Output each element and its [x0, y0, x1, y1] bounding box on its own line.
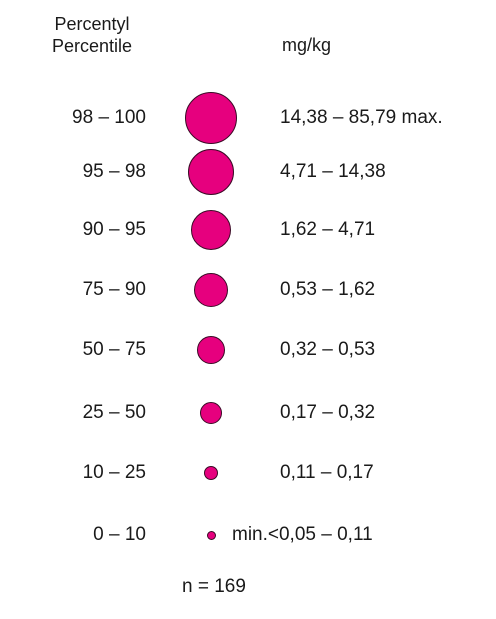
concentration-range: 14,38 – 85,79 max. [280, 107, 443, 128]
size-marker-circle [191, 210, 231, 250]
percentile-range: 98 – 100 [72, 107, 146, 128]
concentration-range: 1,62 – 4,71 [280, 219, 376, 240]
concentration-range: min.<0,05 – 0,11 [232, 524, 373, 545]
percentile-range: 25 – 50 [82, 402, 146, 423]
concentration-range: 0,32 – 0,53 [280, 339, 376, 360]
percentile-range: 95 – 98 [82, 161, 146, 182]
legend-row: 0 – 10 min.<0,05 – 0,11 [0, 515, 496, 555]
size-marker-circle [197, 336, 225, 364]
size-marker-circle [188, 149, 234, 195]
percentile-range: 75 – 90 [82, 279, 146, 300]
percentile-header-line2: Percentile [51, 36, 133, 56]
size-marker-circle [204, 466, 218, 480]
percentile-range: 90 – 95 [82, 219, 146, 240]
size-marker-circle [185, 92, 237, 144]
concentration-range: 0,17 – 0,32 [280, 402, 376, 423]
legend-row: 95 – 98 4,71 – 14,38 [0, 149, 496, 195]
percentile-range: 50 – 75 [82, 339, 146, 360]
size-marker-circle [194, 273, 228, 307]
size-marker-circle [206, 530, 216, 540]
percentile-header: Percentyl Percentile [36, 13, 148, 57]
sample-size: n = 169 [182, 576, 246, 597]
legend-row: 75 – 90 0,53 – 1,62 [0, 270, 496, 310]
percentile-range: 0 – 10 [93, 524, 146, 545]
legend-row: 50 – 75 0,32 – 0,53 [0, 330, 496, 370]
percentile-header-line1: Percentyl [54, 14, 130, 34]
size-marker-circle [200, 402, 222, 424]
legend-row: 98 – 100 14,38 – 85,79 max. [0, 92, 496, 144]
legend-row: 90 – 95 1,62 – 4,71 [0, 210, 496, 250]
concentration-range: 0,11 – 0,17 [280, 462, 374, 483]
unit-header: mg/kg [282, 35, 332, 55]
concentration-range: 4,71 – 14,38 [280, 161, 386, 182]
legend-row: 10 – 25 0,11 – 0,17 [0, 453, 496, 493]
percentile-range: 10 – 25 [82, 462, 146, 483]
legend-row: 25 – 50 0,17 – 0,32 [0, 393, 496, 433]
concentration-range: 0,53 – 1,62 [280, 279, 376, 300]
